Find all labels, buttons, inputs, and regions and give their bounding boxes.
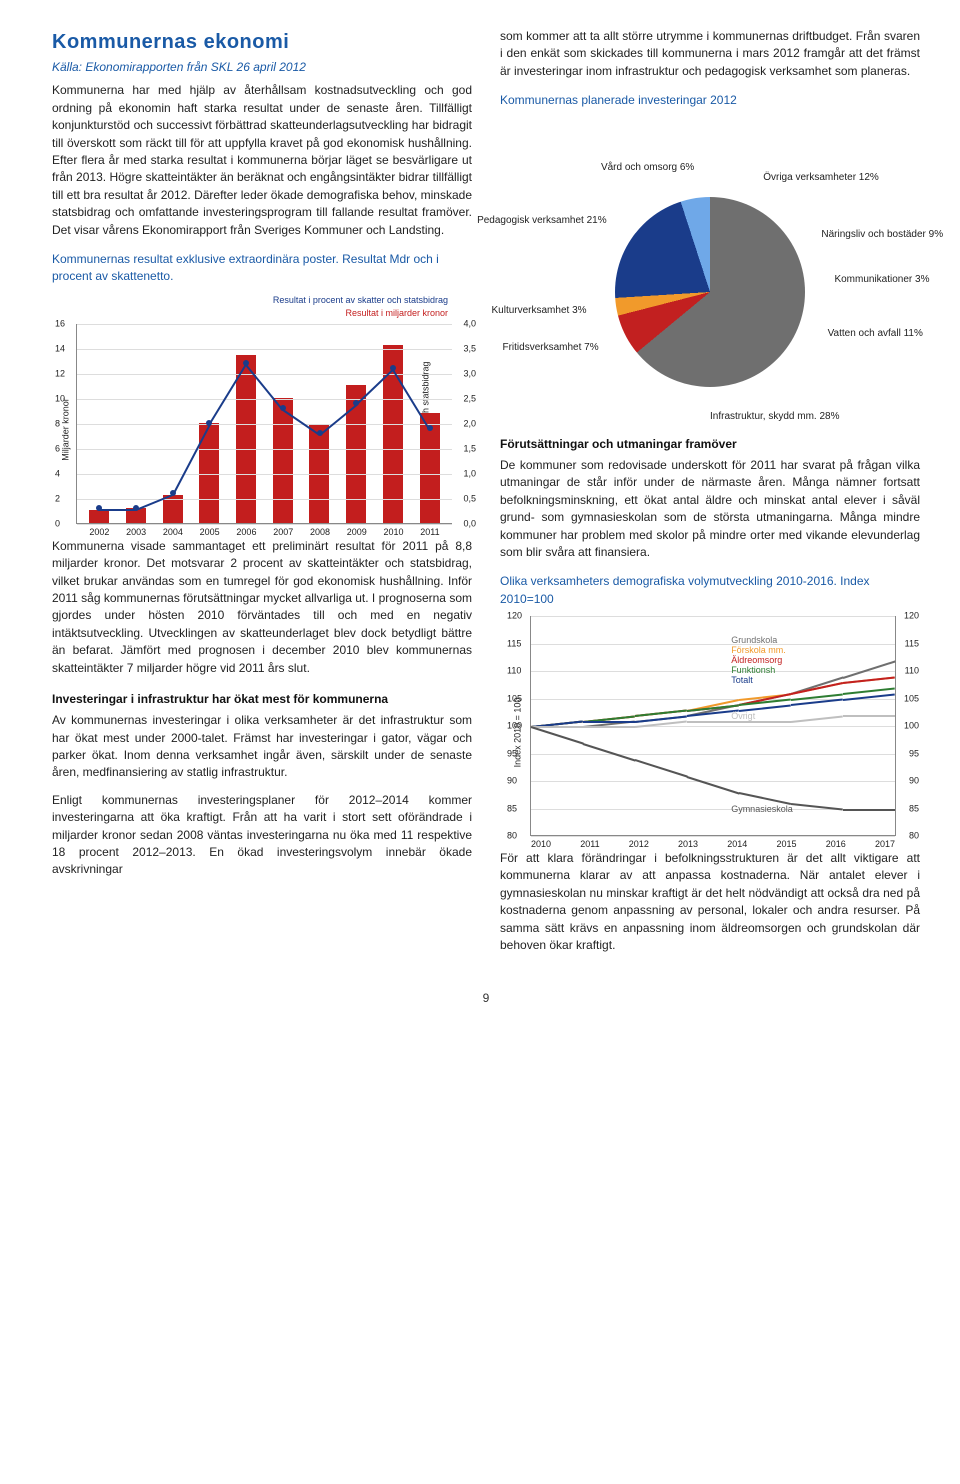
bar [89,510,109,523]
source-line: Källa: Ekonomirapporten från SKL 26 apri… [52,59,472,76]
bar-chart-wrap: Resultat i procent av skatter och statsb… [52,294,472,524]
pie-label: Kulturverksamhet 3% [491,304,586,319]
pie-chart-wrap: Infrastruktur, skydd mm. 28%Fritidsverks… [500,118,920,418]
index-chart-wrap: Index 2010 = 100 20102011201220132014201… [500,616,920,836]
right-p1: som kommer att ta allt större utrymme i … [500,28,920,80]
sub2: Investeringar i infrastruktur har ökat m… [52,691,472,708]
pie-label: Fritidsverksamhet 7% [502,341,598,356]
chart1-title: Kommunernas resultat exklusive extraordi… [52,251,472,286]
pie-label: Vatten och avfall 11% [828,327,923,342]
bar-chart: Miljarder kronor Procent av skatter och … [76,324,452,524]
pie-chart [615,197,805,387]
series-label: Gymnasieskola [731,803,793,816]
page-number: 9 [52,990,920,1007]
pie-label: Vård och omsorg 6% [601,160,694,175]
pie-label: Infrastruktur, skydd mm. 28% [710,409,840,424]
paragraph-3: Av kommunernas investeringar i olika ver… [52,712,472,782]
sub3: Förutsättningar och utmaningar framöver [500,436,920,453]
pie-label: Näringsliv och bostäder 9% [821,228,943,243]
pie-label: Kommunikationer 3% [834,273,929,288]
index-chart: Index 2010 = 100 20102011201220132014201… [530,616,896,836]
paragraph-2: Kommunerna visade sammantaget ett prelim… [52,538,472,677]
page-title: Kommunernas ekonomi [52,28,472,57]
bar-xlabels: 2002200320042005200620072008200920102011 [77,526,452,539]
series-label: Totalt [731,674,753,687]
y-left-title: Miljarder kronor [60,399,73,462]
legend-line: Resultat i procent av skatter och statsb… [273,295,448,305]
bar [273,398,293,523]
pie-label: Pedagogisk verksamhet 21% [477,214,607,229]
legend-bar: Resultat i miljarder kronor [345,308,448,318]
right-p6: För att klara förändringar i befolknings… [500,850,920,954]
bar [236,355,256,523]
right-p5: De kommuner som redovisade underskott fö… [500,457,920,561]
right-column: som kommer att ta allt större utrymme i … [500,28,920,964]
idx-title: Olika verksamheters demografiska volymut… [500,573,920,608]
left-column: Kommunernas ekonomi Källa: Ekonomirappor… [52,28,472,964]
intro-paragraph: Kommunerna har med hjälp av återhållsam … [52,82,472,239]
page: Kommunernas ekonomi Källa: Ekonomirappor… [52,28,920,964]
pie-title: Kommunernas planerade investeringar 2012 [500,92,920,109]
pie-label: Övriga verksamheter 12% [763,171,879,186]
series-label: Övrigt [731,710,755,723]
idx-xlabels: 20102011201220132014201520162017 [531,838,895,851]
paragraph-4: Enligt kommunernas investeringsplaner fö… [52,792,472,879]
